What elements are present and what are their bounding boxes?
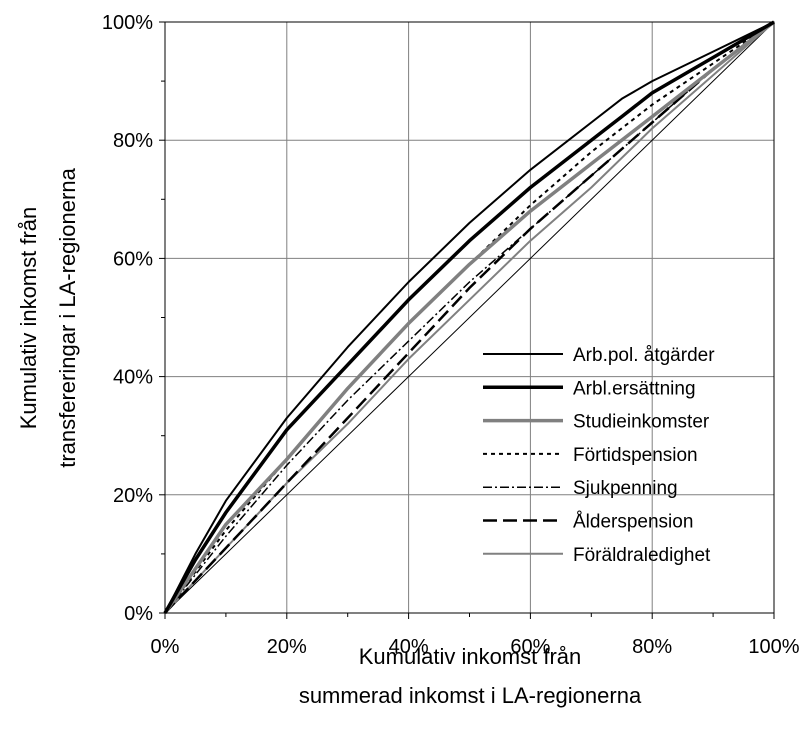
legend-label: Föräldraledighet [573, 545, 711, 566]
legend-label: Arbl.ersättning [573, 378, 696, 399]
x-axis-title-line1: Kumulativ inkomst från [359, 644, 582, 669]
series-line [164, 21, 775, 614]
y-axis-title-line1: Kumulativ inkomst från [16, 207, 41, 430]
x-tick-label: 60% [510, 636, 550, 658]
legend-label: Ålderspension [573, 512, 693, 533]
y-tick-label: 40% [113, 367, 153, 389]
y-tick-label: 100% [102, 12, 153, 34]
grid-lines [165, 22, 774, 613]
equality-line [164, 21, 775, 614]
x-tick-label: 40% [389, 636, 429, 658]
series-line [163, 20, 775, 614]
y-axis-title-line2: transfereringar i LA-regionerna [55, 167, 80, 467]
series-line [164, 21, 775, 614]
y-tick-label: 20% [113, 485, 153, 507]
y-tick-label: 80% [113, 130, 153, 152]
x-tick-label: 20% [267, 636, 307, 658]
x-axis-title-line2: summerad inkomst i LA-regionerna [299, 683, 642, 708]
legend-label: Sjukpenning [573, 478, 678, 499]
series-line [163, 20, 776, 614]
series-line [164, 21, 775, 614]
y-tick-labels: 0% 20% 40% 60% 80% 100% [102, 12, 153, 625]
x-tick-label: 100% [748, 636, 799, 658]
axis-ticks [159, 21, 775, 619]
y-tick-label: 0% [124, 603, 153, 625]
x-tick-label: 80% [632, 636, 672, 658]
legend-label: Studieinkomster [573, 412, 710, 433]
x-tick-labels: 0% 20% 40% 60% 80% 100% [151, 636, 800, 658]
legend-label: Arb.pol. åtgärder [573, 345, 715, 366]
x-tick-label: 0% [151, 636, 180, 658]
y-tick-label: 60% [113, 248, 153, 270]
legend: Arb.pol. åtgärder Arbl.ersättning Studiein… [483, 345, 715, 566]
legend-label: Förtidspension [573, 445, 698, 466]
series-layer [163, 20, 776, 614]
series-line [164, 21, 775, 614]
